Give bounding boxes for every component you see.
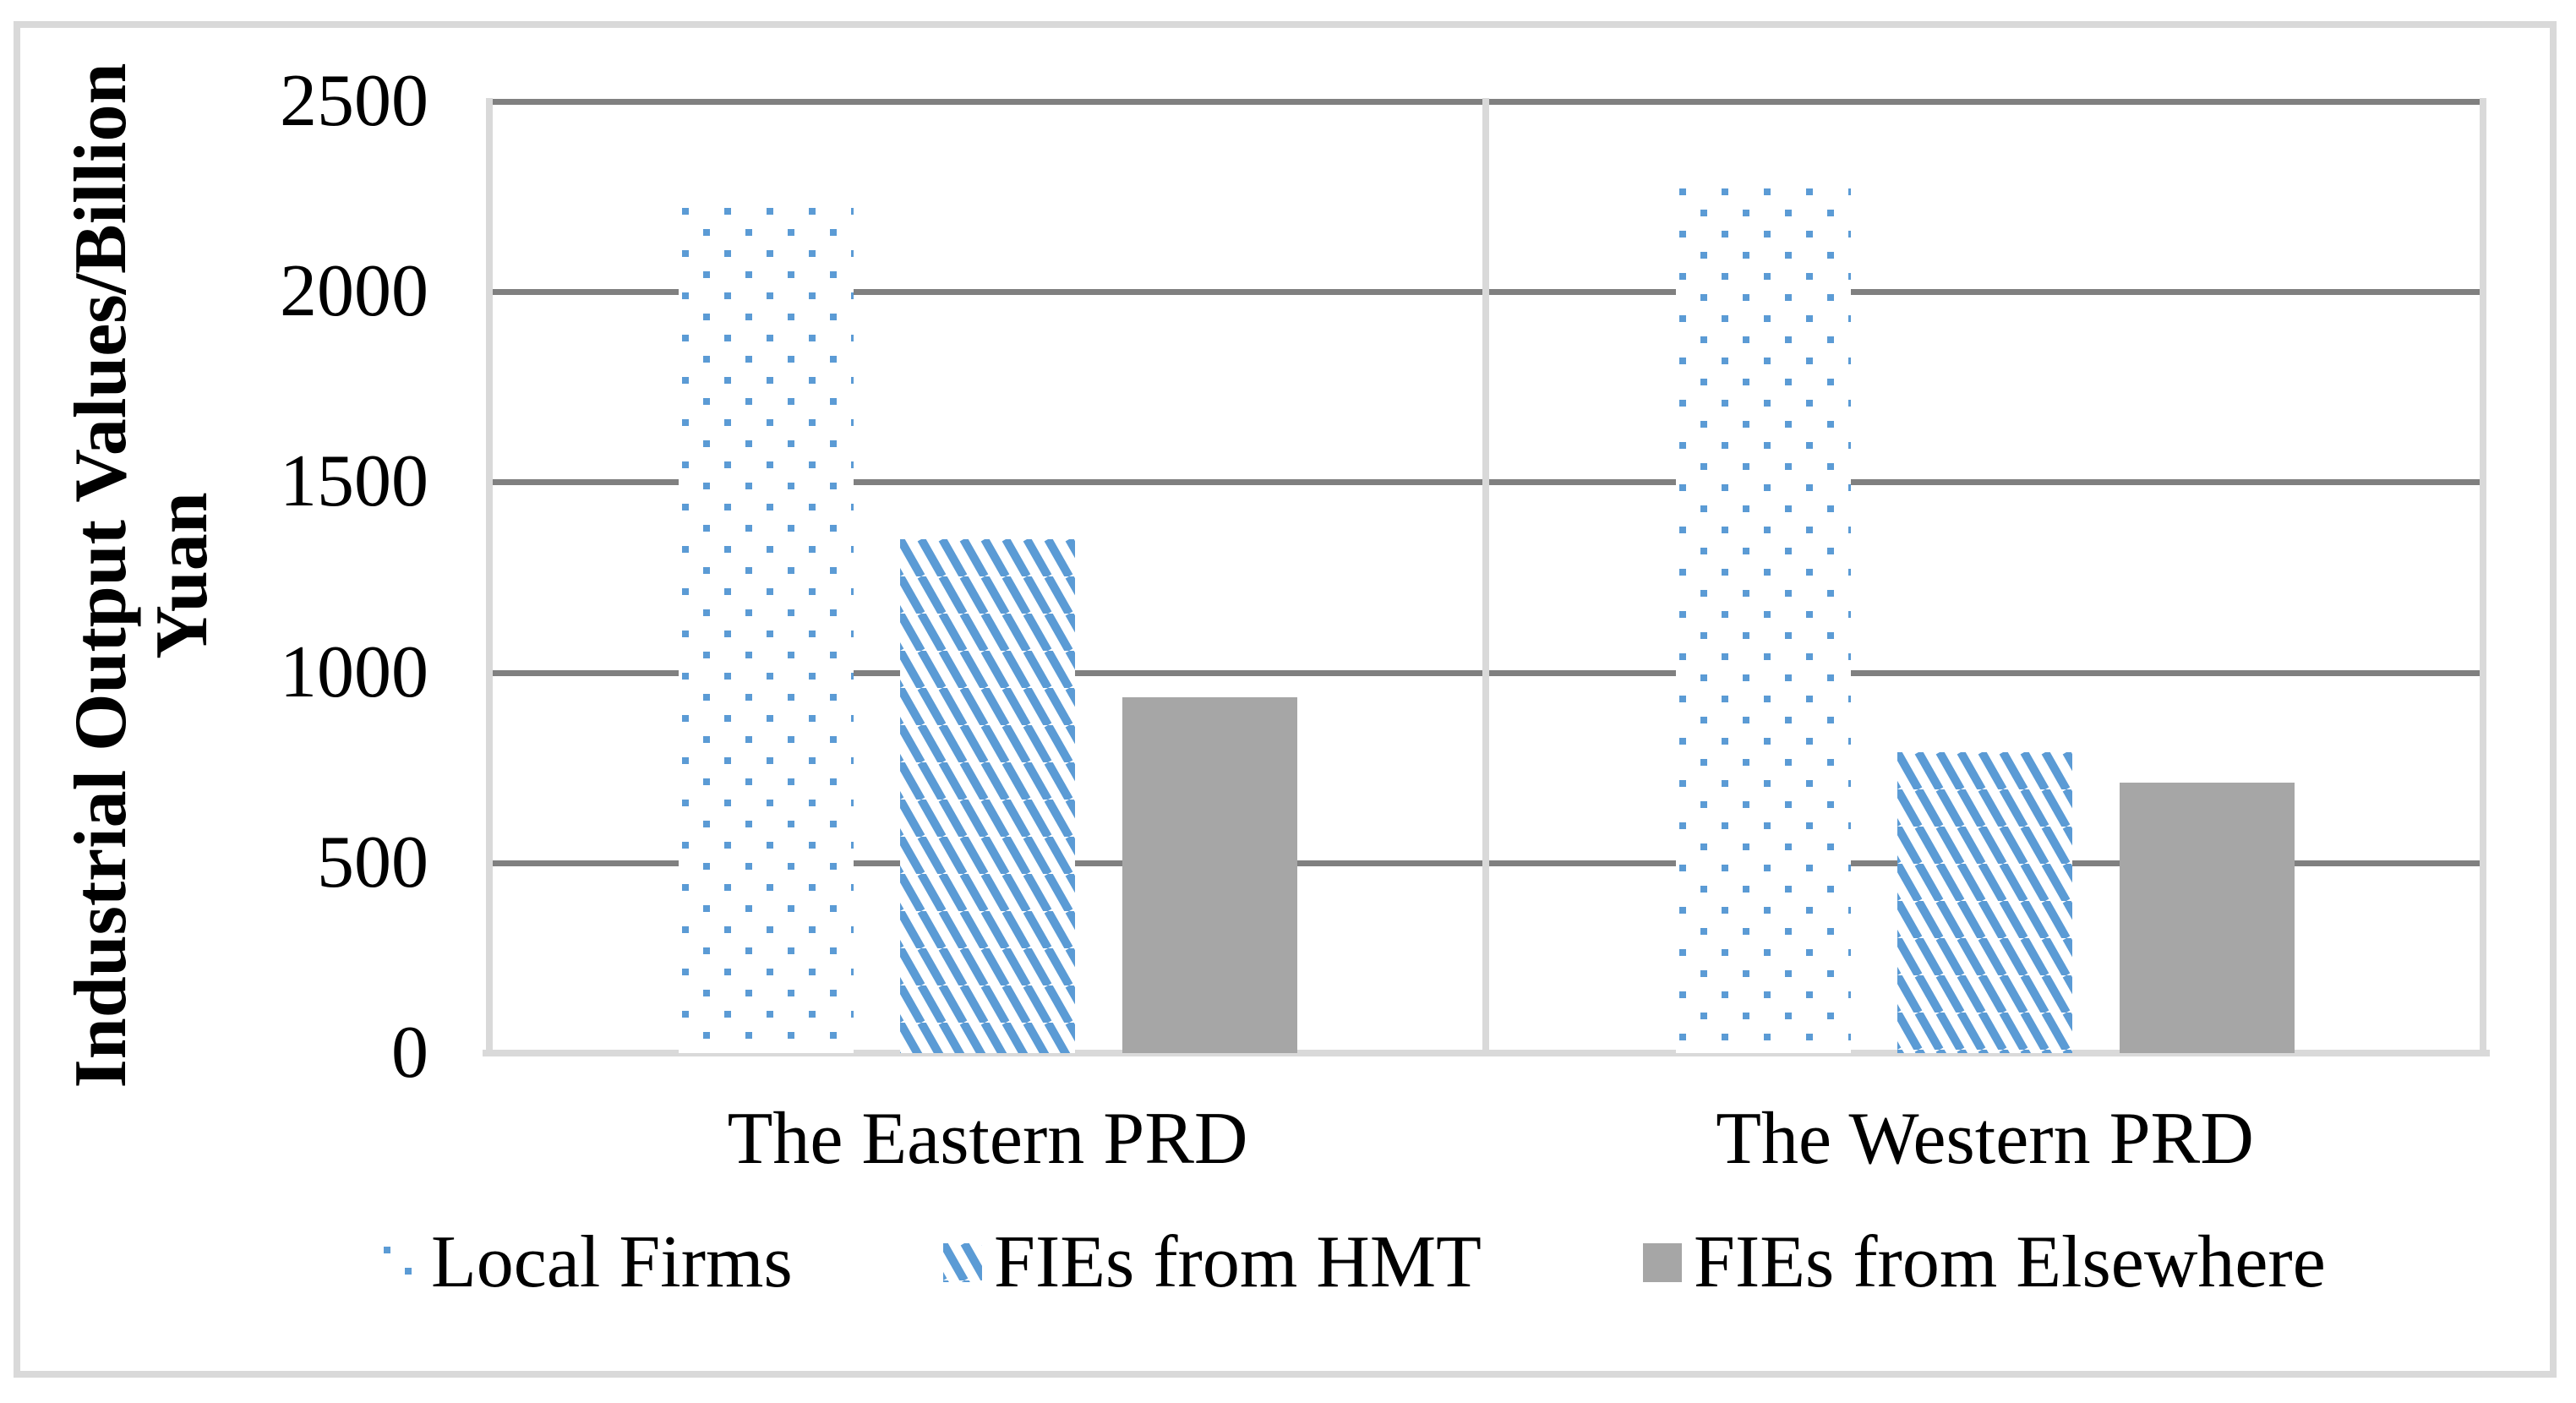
bar-the-eastern-prd-fies-from-elsewhere <box>1122 697 1297 1053</box>
bar-the-western-prd-fies-from-hmt <box>1897 752 2072 1053</box>
chart-outer-border <box>14 21 2557 1378</box>
legend-item-fies-from-hmt: FIEs from HMT <box>943 1225 1482 1301</box>
y-tick-label-2000: 2000 <box>280 250 428 333</box>
bar-the-western-prd-fies-from-elsewhere <box>2120 783 2295 1053</box>
x-axis-line <box>483 1050 2490 1056</box>
y-tick-label-0: 0 <box>391 1012 428 1094</box>
legend-marker-solid-icon <box>1643 1243 1682 1282</box>
bar-the-eastern-prd-local-firms <box>679 205 854 1053</box>
plot-right-border <box>2480 98 2486 1056</box>
legend-label: FIEs from Elsewhere <box>1694 1221 2326 1303</box>
y-axis-line <box>486 98 493 1056</box>
category-label-eastern: The Eastern PRD <box>727 1098 1248 1180</box>
legend-label: FIEs from HMT <box>994 1221 1482 1303</box>
category-label-western: The Western PRD <box>1716 1098 2254 1180</box>
legend-item-fies-from-elsewhere: FIEs from Elsewhere <box>1643 1225 2326 1301</box>
y-tick-label-1500: 1500 <box>280 440 428 523</box>
y-tick-label-2500: 2500 <box>280 60 428 142</box>
y-tick-label-500: 500 <box>317 821 428 903</box>
bar-the-eastern-prd-fies-from-hmt <box>900 539 1075 1053</box>
bar-the-western-prd-local-firms <box>1676 185 1851 1053</box>
y-tick-label-1000: 1000 <box>280 631 428 713</box>
legend-label: Local Firms <box>431 1221 793 1303</box>
legend-marker-diagonal-hatch-icon <box>943 1243 982 1282</box>
legend-marker-dots-icon <box>380 1243 419 1282</box>
category-divider-line <box>1482 98 1489 1056</box>
y-axis-title-line-1: Industrial Output Values/Billion <box>60 63 142 1089</box>
legend-item-local-firms: Local Firms <box>380 1225 793 1301</box>
